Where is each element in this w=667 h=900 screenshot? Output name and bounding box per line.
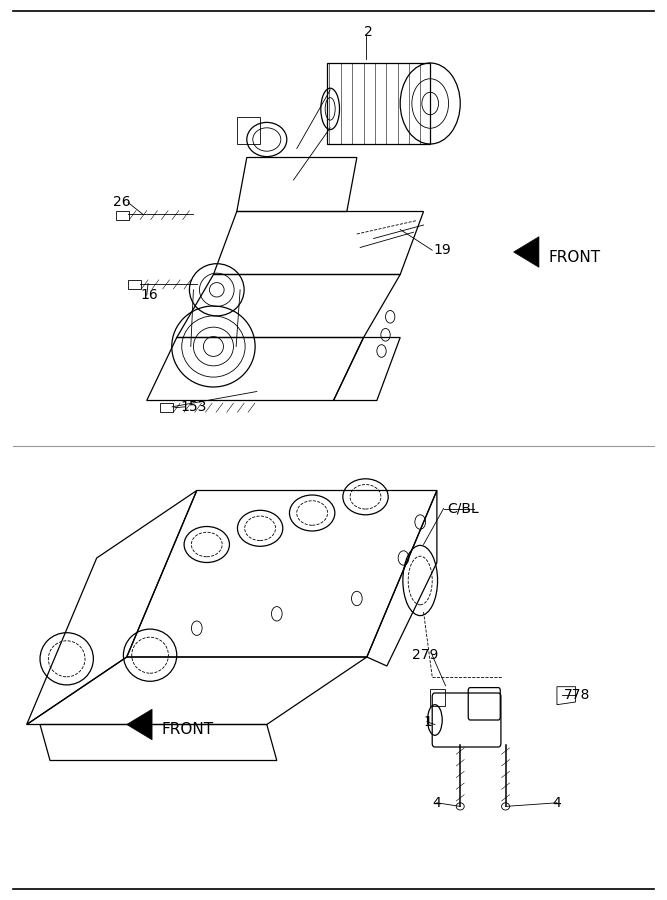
Polygon shape bbox=[127, 709, 152, 740]
Text: 4: 4 bbox=[432, 796, 441, 810]
Text: 26: 26 bbox=[113, 195, 131, 210]
Text: FRONT: FRONT bbox=[161, 723, 213, 737]
Text: FRONT: FRONT bbox=[548, 250, 600, 265]
Text: 1: 1 bbox=[424, 715, 432, 729]
Polygon shape bbox=[514, 237, 539, 267]
Text: 2: 2 bbox=[364, 24, 372, 39]
Text: 16: 16 bbox=[140, 288, 158, 302]
Text: 19: 19 bbox=[434, 243, 452, 257]
Text: 4: 4 bbox=[552, 796, 561, 810]
Text: C/BL: C/BL bbox=[447, 501, 479, 516]
Text: 153: 153 bbox=[180, 400, 207, 414]
Text: 279: 279 bbox=[412, 648, 439, 662]
Text: 778: 778 bbox=[564, 688, 590, 702]
